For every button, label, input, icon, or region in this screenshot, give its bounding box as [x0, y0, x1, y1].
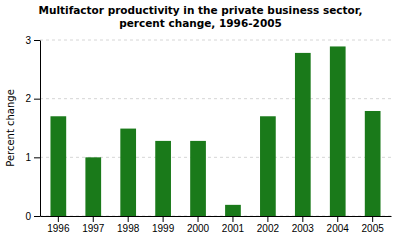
y-tick-mark [34, 40, 40, 41]
x-tick: 2000 [187, 216, 210, 234]
bar [365, 111, 381, 216]
x-tick-label: 1999 [152, 223, 175, 234]
title: Multifactor productivity in the private … [39, 4, 363, 29]
y-tick-label: 0 [25, 211, 31, 222]
x-tick-mark [232, 216, 233, 222]
x-tick: 2002 [257, 216, 280, 234]
x-tick: 2004 [327, 216, 350, 234]
y-tick: 0 [25, 211, 40, 222]
x-axis: 1996 1997 1998 1999 2000 2001 2002 2003 2004 2005 [41, 216, 392, 234]
y-tick-mark [34, 99, 40, 100]
x-tick: 2005 [362, 216, 385, 234]
y-axis-line [40, 41, 41, 217]
x-tick: 1996 [47, 216, 70, 234]
x-tick-label: 1998 [117, 223, 140, 234]
x-tick: 1999 [152, 216, 175, 234]
y-axis-title: Percent change [5, 89, 16, 167]
bar [260, 116, 276, 216]
x-tick: 2003 [292, 216, 315, 234]
chart: 0 1 2 3 1996 1997 1998 1999 2000 2001 2002 2003 2004… [0, 0, 401, 238]
x-tick-mark [267, 216, 268, 222]
y-axis: 0 1 2 3 [25, 35, 40, 222]
x-tick: 2001 [222, 216, 245, 234]
x-tick-label: 2001 [222, 223, 245, 234]
x-tick-mark [302, 216, 303, 222]
x-tick-mark [163, 216, 164, 222]
x-tick-mark [58, 216, 59, 222]
plot-area: 0 1 2 3 1996 1997 1998 1999 2000 2001 2002 2003 2004… [25, 35, 391, 234]
grid [40, 40, 391, 216]
x-tick-label: 2000 [187, 223, 210, 234]
x-tick-label: 2005 [362, 223, 385, 234]
x-tick: 1997 [82, 216, 105, 234]
bar [190, 141, 206, 216]
bar [330, 46, 346, 216]
y-tick: 1 [25, 152, 40, 163]
y-tick-label: 3 [25, 35, 31, 46]
x-tick-mark [198, 216, 199, 222]
y-tick-label: 2 [25, 93, 31, 104]
x-tick-label: 2003 [292, 223, 315, 234]
x-tick-label: 2002 [257, 223, 280, 234]
x-tick-mark [337, 216, 338, 222]
bar [225, 205, 241, 216]
bar [50, 116, 66, 216]
bar [85, 157, 101, 216]
y-tick: 3 [25, 35, 40, 46]
y-tick-label: 1 [25, 152, 31, 163]
x-tick-mark [128, 216, 129, 222]
bars [50, 46, 380, 216]
x-tick-label: 1997 [82, 223, 105, 234]
x-tick-label: 2004 [327, 223, 350, 234]
y-tick-mark [34, 157, 40, 158]
y-tick-mark [34, 216, 40, 217]
bar [295, 53, 311, 216]
x-tick-label: 1996 [47, 223, 70, 234]
x-tick-mark [93, 216, 94, 222]
x-tick: 1998 [117, 216, 140, 234]
y-tick: 2 [25, 93, 40, 104]
x-tick-mark [372, 216, 373, 222]
grid-line [40, 40, 391, 41]
bar [120, 129, 136, 216]
bar [155, 141, 171, 216]
